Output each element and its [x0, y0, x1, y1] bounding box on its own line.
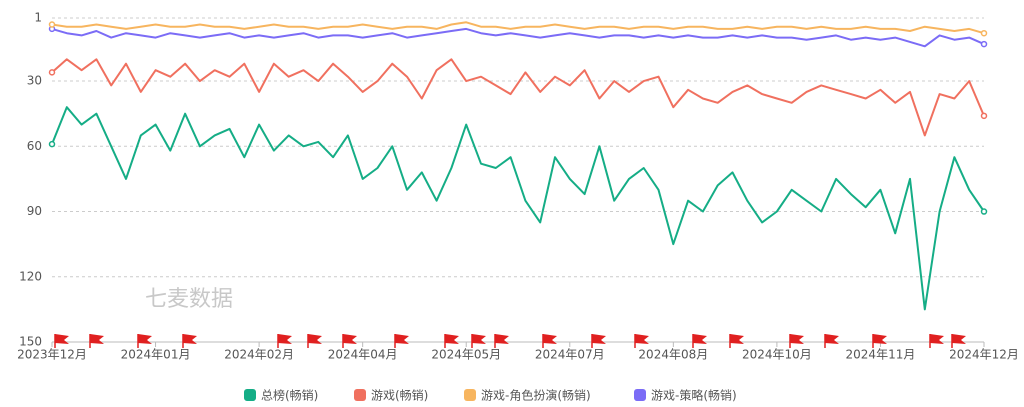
flag	[278, 334, 292, 344]
flag	[472, 334, 486, 344]
flag	[90, 334, 104, 344]
series-line	[51, 27, 985, 48]
watermark: 七麦数据	[145, 287, 233, 312]
flag	[183, 334, 197, 344]
end-point	[48, 21, 56, 28]
flag	[543, 334, 557, 344]
x-tick-label: 2024年04月	[328, 348, 398, 362]
legend-label: 游戏-角色扮演(畅销)	[481, 388, 591, 403]
end-point	[980, 29, 988, 37]
flag	[395, 334, 409, 344]
legend-label: 游戏(畅销)	[371, 389, 428, 403]
flag	[635, 334, 649, 344]
end-point	[980, 208, 988, 215]
legend-swatch	[634, 389, 646, 401]
x-tick-label: 2024年05月	[431, 348, 501, 362]
end-point	[48, 140, 56, 148]
flag	[308, 334, 322, 344]
flag	[730, 334, 744, 344]
flag	[592, 334, 606, 344]
end-point	[980, 112, 988, 120]
flag	[952, 334, 966, 344]
series-line	[51, 21, 985, 35]
y-tick-label: 30	[27, 74, 42, 88]
flag	[873, 334, 887, 344]
legend-swatch	[464, 389, 476, 401]
legend-label: 游戏-策略(畅销)	[651, 388, 737, 403]
y-tick-label: 90	[27, 204, 42, 218]
y-tick-label: 60	[27, 139, 42, 153]
x-tick-label: 2024年07月	[535, 348, 605, 362]
x-tick-label: 2024年12月	[949, 348, 1019, 362]
flag	[790, 334, 804, 344]
y-tick-label: 1	[34, 11, 42, 25]
y-tick-label: 120	[19, 269, 42, 283]
series-line	[51, 58, 985, 137]
legend-swatch	[244, 389, 256, 401]
flag	[495, 334, 509, 344]
end-point	[980, 40, 988, 48]
legend-label: 总榜(畅销)	[261, 388, 318, 403]
flag	[445, 334, 459, 344]
flag	[825, 334, 839, 344]
flag	[138, 334, 152, 344]
x-tick-label: 2024年01月	[121, 348, 191, 362]
y-tick-label: 150	[19, 335, 42, 349]
series-line	[51, 106, 985, 311]
flag	[343, 334, 357, 344]
x-tick-label: 2023年12月	[17, 348, 87, 362]
x-tick-label: 2024年08月	[638, 348, 708, 362]
flag	[55, 334, 69, 344]
x-tick-label: 2024年02月	[224, 348, 294, 362]
end-point	[48, 69, 56, 76]
x-tick-label: 2024年11月	[846, 348, 916, 362]
flag	[930, 334, 944, 344]
x-tick-label: 2024年10月	[742, 348, 812, 362]
flag	[693, 334, 707, 344]
legend-swatch	[354, 389, 366, 401]
